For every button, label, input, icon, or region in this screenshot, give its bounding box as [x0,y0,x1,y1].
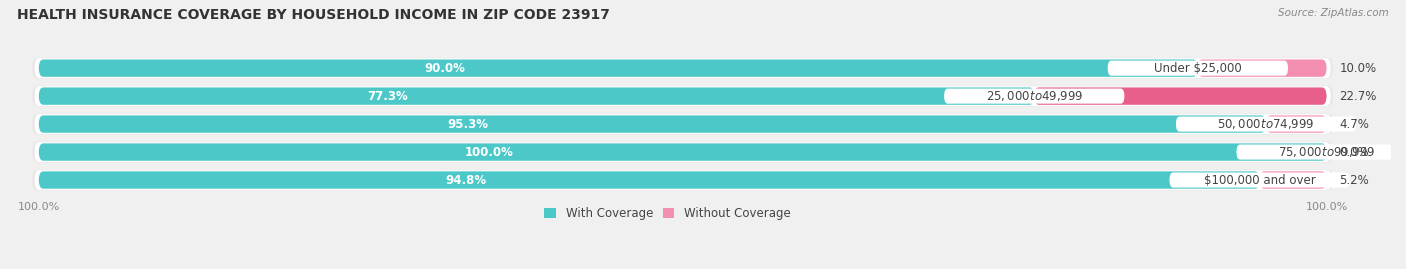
Text: 94.8%: 94.8% [446,174,486,186]
Legend: With Coverage, Without Coverage: With Coverage, Without Coverage [540,203,796,225]
FancyBboxPatch shape [35,170,1330,190]
FancyBboxPatch shape [1108,61,1288,76]
Text: $100,000 and over: $100,000 and over [1204,174,1316,186]
Text: 100.0%: 100.0% [465,146,515,158]
FancyBboxPatch shape [32,86,1333,107]
Text: 90.0%: 90.0% [425,62,465,75]
FancyBboxPatch shape [1170,172,1350,187]
FancyBboxPatch shape [39,143,1327,161]
FancyBboxPatch shape [1260,171,1327,189]
Text: 10.0%: 10.0% [1340,62,1376,75]
FancyBboxPatch shape [35,142,1330,162]
FancyBboxPatch shape [32,114,1333,134]
Text: $50,000 to $74,999: $50,000 to $74,999 [1218,117,1315,131]
Text: $75,000 to $99,999: $75,000 to $99,999 [1278,145,1375,159]
Text: 5.2%: 5.2% [1340,174,1369,186]
Text: 95.3%: 95.3% [447,118,489,130]
Text: 22.7%: 22.7% [1340,90,1376,102]
FancyBboxPatch shape [39,87,1035,105]
Text: Under $25,000: Under $25,000 [1154,62,1241,75]
FancyBboxPatch shape [1265,115,1327,133]
Text: HEALTH INSURANCE COVERAGE BY HOUSEHOLD INCOME IN ZIP CODE 23917: HEALTH INSURANCE COVERAGE BY HOUSEHOLD I… [17,8,610,22]
FancyBboxPatch shape [39,171,1260,189]
FancyBboxPatch shape [943,89,1125,104]
FancyBboxPatch shape [35,58,1330,78]
FancyBboxPatch shape [1175,116,1357,132]
FancyBboxPatch shape [32,170,1333,190]
FancyBboxPatch shape [1035,87,1327,105]
FancyBboxPatch shape [32,142,1333,162]
FancyBboxPatch shape [39,59,1198,77]
Text: 4.7%: 4.7% [1340,118,1369,130]
Text: Source: ZipAtlas.com: Source: ZipAtlas.com [1278,8,1389,18]
FancyBboxPatch shape [35,114,1330,134]
Text: $25,000 to $49,999: $25,000 to $49,999 [986,89,1083,103]
Text: 77.3%: 77.3% [367,90,408,102]
FancyBboxPatch shape [35,86,1330,106]
FancyBboxPatch shape [1236,144,1406,160]
Text: 0.0%: 0.0% [1340,146,1369,158]
FancyBboxPatch shape [39,115,1265,133]
FancyBboxPatch shape [1198,59,1327,77]
FancyBboxPatch shape [32,58,1333,79]
